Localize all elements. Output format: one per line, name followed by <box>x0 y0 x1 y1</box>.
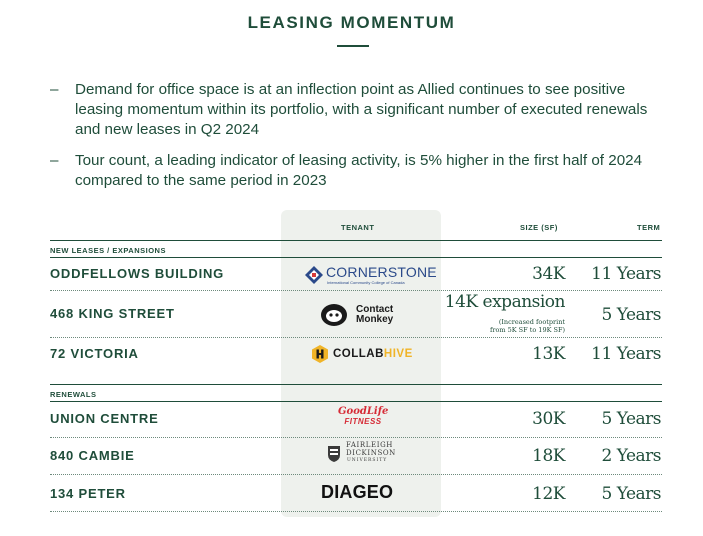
term-value: 5 Years <box>601 484 661 504</box>
row-divider <box>50 437 662 438</box>
bullet-text: Demand for office space is at an inflect… <box>75 81 648 138</box>
section-rule <box>50 401 662 402</box>
goodlife-wordmark-line2: FITNESS <box>344 417 382 426</box>
property-name: 468 KING STREET <box>50 306 175 321</box>
column-header-size: SIZE (SF) <box>520 223 558 232</box>
row-divider <box>50 474 662 475</box>
size-value: 13K <box>532 344 565 364</box>
property-name: UNION CENTRE <box>50 411 159 426</box>
section-label-renewals: RENEWALS <box>50 390 97 399</box>
size-note-line1: (Increased footprint <box>498 318 565 326</box>
section-rule <box>50 384 662 385</box>
term-value: 2 Years <box>601 446 661 466</box>
fdu-crest-icon <box>328 446 340 462</box>
collabhive-wordmark: COLLABHIVE <box>333 348 413 360</box>
page-title: LEASING MOMENTUM <box>247 13 456 32</box>
term-value: 5 Years <box>601 409 661 429</box>
contactmonkey-monkey-icon <box>321 304 347 326</box>
cornerstone-subtitle: International Community College of Canad… <box>327 280 405 285</box>
row-divider <box>50 511 662 512</box>
contactmonkey-wordmark-line1: Contact <box>356 304 394 315</box>
column-header-tenant: TENANT <box>341 223 375 232</box>
term-value: 5 Years <box>601 305 661 325</box>
cornerstone-emblem-icon <box>305 266 323 284</box>
tenant-column-background <box>281 210 441 517</box>
bullet-dash: – <box>50 152 59 169</box>
bullet-dash: – <box>50 81 59 98</box>
contactmonkey-wordmark-line2: Monkey <box>356 314 394 325</box>
tenant-logo-contactmonkey: Contact Monkey <box>320 302 410 330</box>
section-label-new-leases: NEW LEASES / EXPANSIONS <box>50 246 166 255</box>
header-rule <box>50 240 662 241</box>
size-value: 34K <box>532 264 565 284</box>
goodlife-wordmark-line1: GoodLife <box>338 406 389 417</box>
cornerstone-wordmark: CORNERSTONE <box>326 264 437 280</box>
size-value: 12K <box>532 484 565 504</box>
tenant-logo-collabhive: COLLABHIVE <box>310 344 420 366</box>
collabhive-wordmark-part-a: COLLAB <box>333 348 384 360</box>
collabhive-hex-icon <box>312 345 328 363</box>
section-rule <box>50 257 662 258</box>
tenant-logo-goodlife: GoodLife FITNESS <box>338 406 388 430</box>
term-value: 11 Years <box>591 264 661 284</box>
fdu-wordmark-line1: FAIRLEIGH <box>346 441 393 449</box>
size-value: 14K expansion <box>444 292 566 312</box>
fdu-wordmark-line2: DICKINSON <box>346 449 396 457</box>
property-name: 134 PETER <box>50 486 126 501</box>
bullet-text: Tour count, a leading indicator of leasi… <box>75 152 643 189</box>
row-divider <box>50 337 662 338</box>
tenant-logo-cornerstone: CORNERSTONE International Community Coll… <box>304 263 437 287</box>
size-value: 18K <box>532 446 565 466</box>
property-name: ODDFELLOWS BUILDING <box>50 266 225 281</box>
collabhive-wordmark-part-b: HIVE <box>383 348 413 360</box>
term-value: 11 Years <box>591 344 661 364</box>
tenant-logo-diageo: DIAGEO <box>321 482 394 502</box>
fdu-wordmark-line3: UNIVERSITY <box>347 458 388 463</box>
row-divider <box>50 290 662 291</box>
tenant-logo-fdu: FAIRLEIGH DICKINSON UNIVERSITY <box>327 441 407 467</box>
property-name: 840 CAMBIE <box>50 448 135 463</box>
column-header-term: TERM <box>637 223 661 232</box>
size-note-line2: from 5K SF to 19K SF) <box>489 326 565 334</box>
title-underline <box>337 45 369 47</box>
property-name: 72 VICTORIA <box>50 346 139 361</box>
size-value: 30K <box>532 409 565 429</box>
